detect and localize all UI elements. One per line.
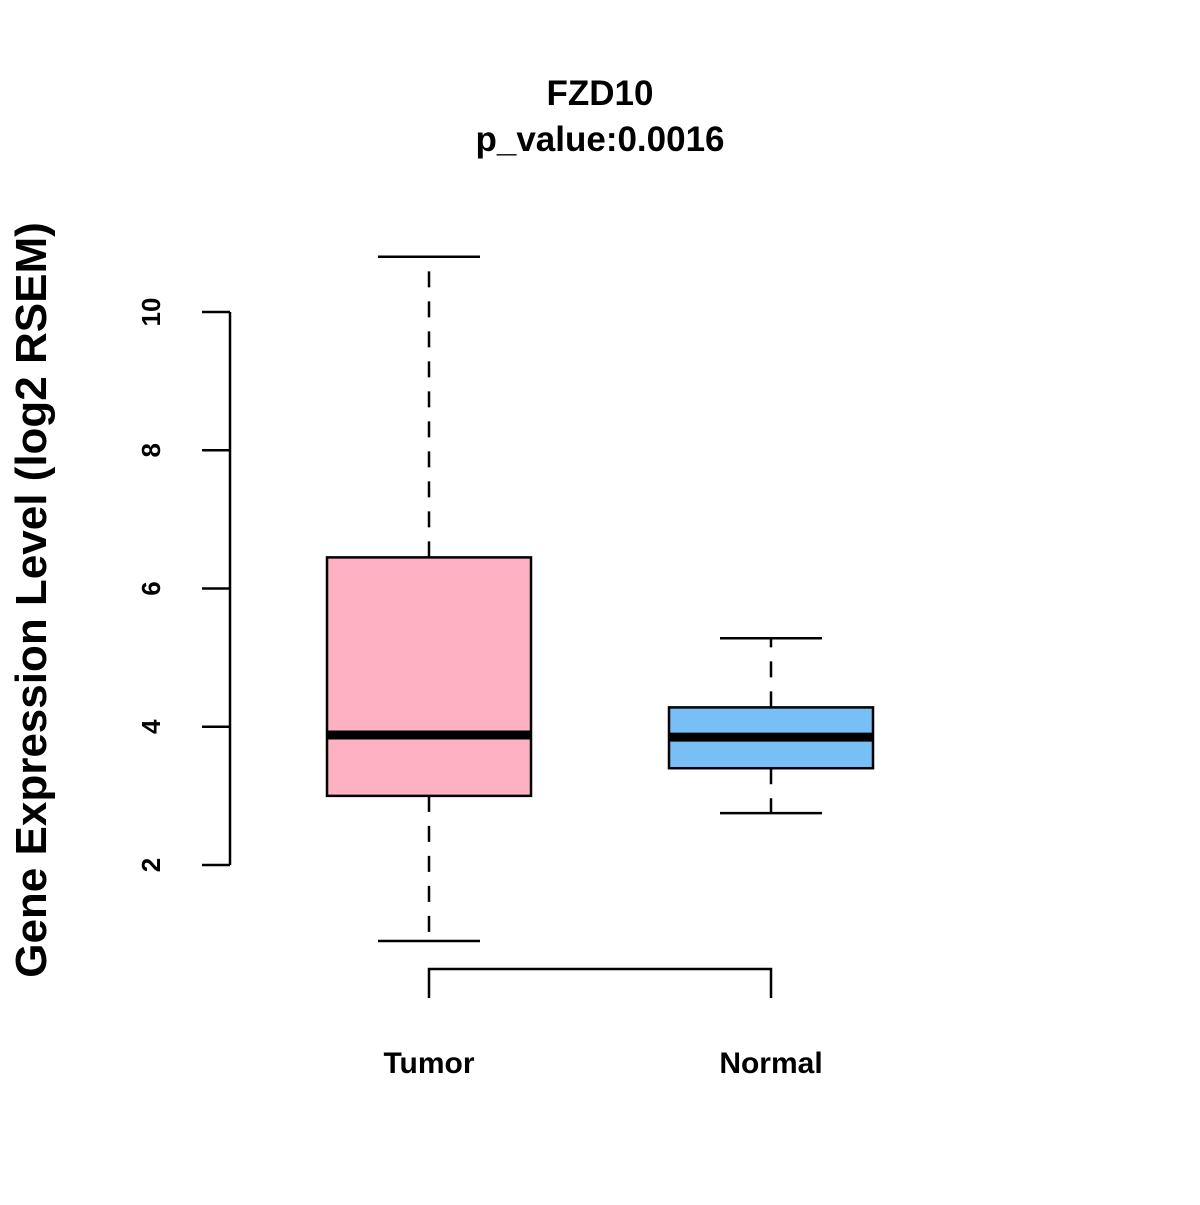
y-tick-label: 6	[136, 581, 166, 595]
comparison-bracket	[427, 967, 773, 998]
y-axis: 2 4 6 8 10	[136, 298, 232, 872]
x-label-normal: Normal	[719, 1047, 822, 1080]
chart-title: FZD10	[547, 74, 654, 113]
y-tick-label: 2	[136, 858, 166, 872]
y-tick-label: 4	[136, 719, 166, 734]
y-tick-label: 10	[136, 298, 166, 327]
box-normal	[667, 637, 875, 815]
x-axis-labels: Tumor Normal	[383, 1047, 822, 1080]
y-axis-label: Gene Expression Level (log2 RSEM)	[7, 222, 56, 978]
chart-subtitle: p_value:0.0016	[475, 120, 724, 159]
y-tick-label: 8	[136, 443, 166, 457]
box-tumor	[325, 255, 533, 943]
boxes	[325, 255, 875, 943]
bracket-line	[427, 967, 773, 998]
iqr-box	[325, 556, 533, 798]
x-label-tumor: Tumor	[383, 1047, 474, 1080]
